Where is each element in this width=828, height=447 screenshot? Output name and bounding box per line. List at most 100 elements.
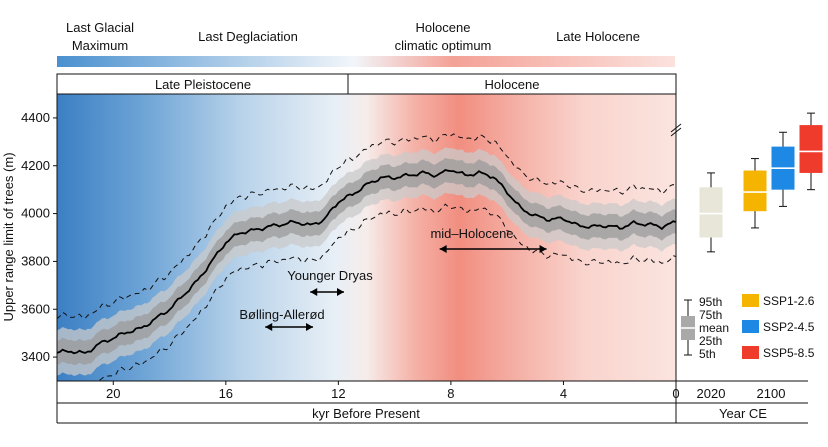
series-point [478,172,480,174]
axis-break-icon [670,123,682,137]
series-point [562,217,564,219]
y-tick-label: 4000 [21,206,50,221]
series-point [464,174,466,176]
series-point [590,226,592,228]
legend-swatch-ssp126 [742,294,759,307]
mean-treeline-series [57,169,676,355]
series-point [211,260,213,262]
series-point [351,193,353,195]
series-point [309,224,311,226]
x-tick-label: 12 [331,386,345,401]
x-tick-2020: 2020 [697,386,726,401]
epoch-header: Late Pleistocene Holocene [56,73,677,95]
scenario-legend: SSP1-2.6 SSP2-4.5 SSP5-8.5 [742,294,815,360]
paleo-plot: Younger Dryas Bølling-Allerød mid–Holoce… [56,93,677,382]
percentile-key: 95th 75th mean 25th 5th [681,295,729,361]
period-lgm-line2: Maximum [72,38,128,53]
series-point [112,337,114,339]
key-mean: mean [699,321,729,335]
series-point [225,241,227,243]
series-point [520,208,522,210]
period-lgm-line1: Last Glacial [66,20,134,35]
annotation-bolling-allerod: Bølling-Allerød [239,307,324,322]
series-point [337,200,339,202]
series-point [253,229,255,231]
series-point [661,226,663,228]
series-point [168,308,170,310]
y-tick-label: 3600 [21,301,50,316]
inner-range-band [57,158,676,366]
series-point [84,352,86,354]
x-axis-label: kyr Before Present [312,406,420,421]
annotation-mid-holocene: mid–Holocene [430,226,513,241]
y-axis-label: Upper range limit of trees (m) [1,152,16,321]
younger-dryas-arrow [310,288,344,296]
series-point [239,232,241,234]
y-tick-label: 4200 [21,158,50,173]
key-75th: 75th [699,308,722,322]
climate-color-bar [57,56,675,67]
period-labels: Last Glacial Maximum Last Deglaciation H… [66,20,640,53]
series-point [182,294,184,296]
series-point [70,350,72,352]
legend-swatch-ssp585 [742,346,759,359]
series-point [604,224,606,226]
series-point [154,318,156,320]
x-axis: 201612840 kyr Before Present Year CE 202… [56,380,808,424]
y-ticks: 3400 3600 3800 4000 4200 4400 [21,110,57,364]
y-axis: 3400 3600 3800 4000 4200 4400 Upper range lim… [1,110,57,364]
series-point [98,343,100,345]
period-hco-line1: Holocene [416,20,471,35]
legend-swatch-ssp245 [742,320,759,333]
mid-holocene-arrow [439,245,547,253]
series-point [365,184,367,186]
series-point [506,191,508,193]
series-point [492,175,494,177]
annotation-younger-dryas: Younger Dryas [287,268,373,283]
series-point [450,168,452,170]
bolling-allerod-arrow [265,323,314,331]
series-point [379,177,381,179]
series-point [619,227,621,229]
x-tick-label: 20 [106,386,120,401]
x-ticks: 201612840 [106,381,680,401]
x-tick-label: 16 [219,386,233,401]
key-25th: 25th [699,334,722,348]
upper-95th-dashed-line [57,133,676,320]
series-point [548,218,550,220]
series-point [323,218,325,220]
period-late-holocene: Late Holocene [556,29,640,44]
series-point [393,177,395,179]
legend-ssp245: SSP2-4.5 [763,320,815,334]
epoch-holocene: Holocene [485,77,540,92]
boxplot-ssp245 [771,131,795,207]
y-tick-label: 4400 [21,110,50,125]
x-tick-label: 8 [447,386,454,401]
period-deglaciation: Last Deglaciation [198,29,298,44]
key-5th: 5th [699,347,716,361]
boxplot-ssp126 [743,158,767,229]
epoch-late-pleistocene: Late Pleistocene [155,77,251,92]
y-tick-label: 3400 [21,349,50,364]
legend-ssp126: SSP1-2.6 [763,294,815,308]
series-point [647,223,649,225]
series-point [295,221,297,223]
series-point [140,327,142,329]
future-x-axis-label: Year CE [719,406,767,421]
y-tick-label: 3800 [21,253,50,268]
series-point [633,222,635,224]
series-point [126,331,128,333]
future-panel: 95th 75th mean 25th 5th SSP1-2.6 SSP2-4.… [670,94,823,381]
series-point [534,215,536,217]
boxplot-ssp585 [799,112,823,191]
series-point [422,172,424,174]
x-tick-label: 4 [560,386,567,401]
series-point [408,174,410,176]
lower-5th-dashed-line [94,203,676,381]
series-point [196,279,198,281]
annotations: Younger Dryas Bølling-Allerød mid–Holoce… [239,226,547,331]
legend-ssp585: SSP5-8.5 [763,346,815,360]
boxplot-2020 [699,172,723,253]
x-tick-2100: 2100 [757,386,786,401]
